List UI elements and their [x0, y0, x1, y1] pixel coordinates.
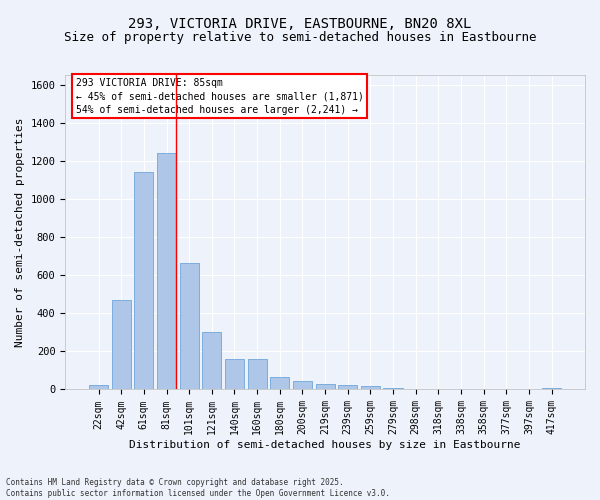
- Bar: [293, 382, 312, 390]
- Text: 293, VICTORIA DRIVE, EASTBOURNE, BN20 8XL: 293, VICTORIA DRIVE, EASTBOURNE, BN20 8X…: [128, 18, 472, 32]
- Bar: [248, 359, 267, 390]
- Text: 293 VICTORIA DRIVE: 85sqm
← 45% of semi-detached houses are smaller (1,871)
54% : 293 VICTORIA DRIVE: 85sqm ← 45% of semi-…: [76, 78, 364, 114]
- Text: Size of property relative to semi-detached houses in Eastbourne: Size of property relative to semi-detach…: [64, 31, 536, 44]
- Text: Contains HM Land Registry data © Crown copyright and database right 2025.
Contai: Contains HM Land Registry data © Crown c…: [6, 478, 390, 498]
- Y-axis label: Number of semi-detached properties: Number of semi-detached properties: [15, 118, 25, 347]
- X-axis label: Distribution of semi-detached houses by size in Eastbourne: Distribution of semi-detached houses by …: [130, 440, 521, 450]
- Bar: [179, 262, 199, 390]
- Bar: [383, 388, 403, 390]
- Bar: [89, 386, 108, 390]
- Bar: [157, 153, 176, 390]
- Bar: [406, 388, 425, 390]
- Bar: [270, 377, 289, 390]
- Bar: [542, 388, 562, 390]
- Bar: [316, 384, 335, 390]
- Bar: [225, 359, 244, 390]
- Bar: [134, 172, 154, 390]
- Bar: [202, 332, 221, 390]
- Bar: [338, 384, 358, 390]
- Bar: [361, 386, 380, 390]
- Bar: [112, 300, 131, 390]
